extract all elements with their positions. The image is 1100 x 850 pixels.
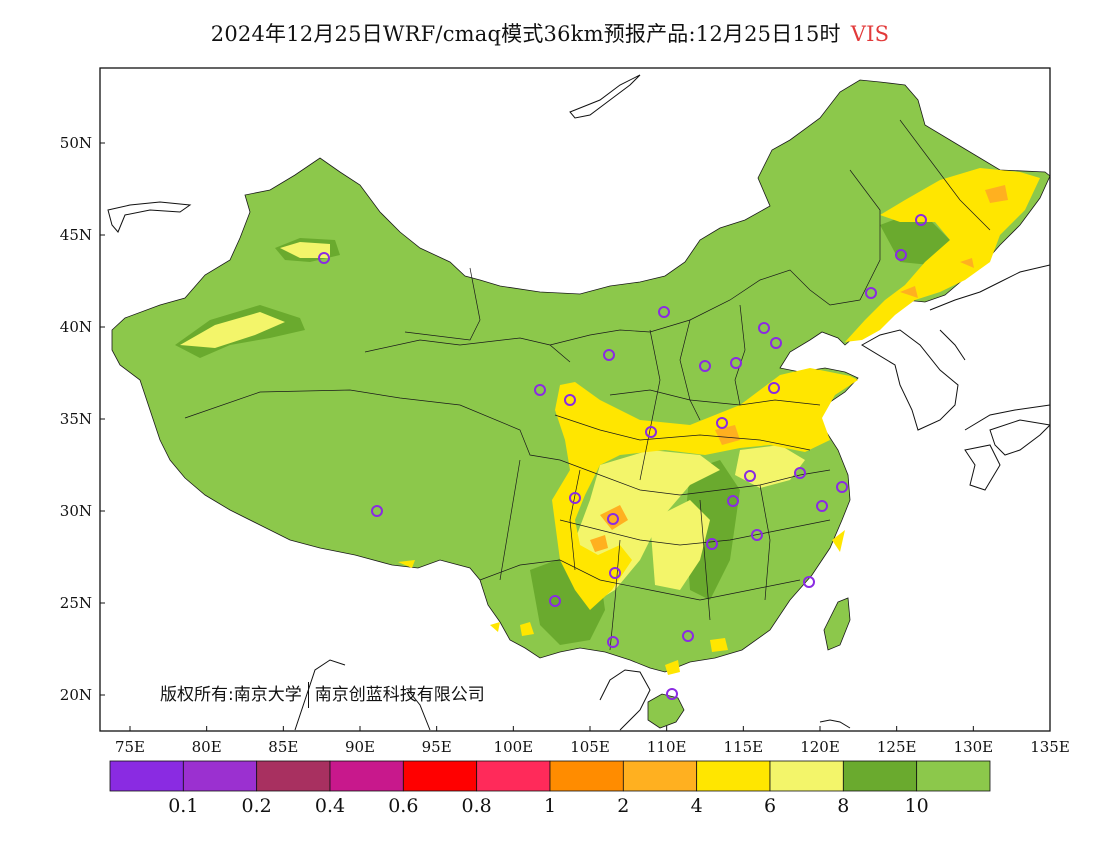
lon-tick-label: 105E bbox=[570, 738, 610, 756]
colorbar-swatch bbox=[769, 760, 844, 792]
yellow-zones bbox=[398, 168, 1040, 675]
station-marker bbox=[682, 630, 694, 642]
colorbar-label: 8 bbox=[837, 795, 849, 817]
colorbar-label: 0.1 bbox=[168, 795, 198, 817]
colorbar-swatch bbox=[916, 760, 991, 792]
lon-tick-label: 75E bbox=[115, 738, 145, 756]
station-marker bbox=[603, 349, 615, 361]
lat-tick-label: 20N bbox=[60, 686, 92, 704]
lon-tick-label: 135E bbox=[1030, 738, 1070, 756]
colorbar-label: 6 bbox=[764, 795, 776, 817]
station-marker bbox=[744, 470, 756, 482]
colorbar-swatch bbox=[842, 760, 918, 792]
colorbar-swatch bbox=[402, 760, 478, 792]
station-marker bbox=[534, 384, 546, 396]
lon-tick-label: 125E bbox=[877, 738, 917, 756]
lat-axis: 50N 45N 40N 35N 30N 25N 20N bbox=[60, 134, 105, 704]
map-frame bbox=[99, 67, 1051, 732]
station-marker bbox=[758, 322, 770, 334]
map-content bbox=[107, 74, 1050, 731]
lon-axis: 75E 80E 85E 90E 95E 100E 105E 110E 115E 120E 125E 1… bbox=[115, 726, 1070, 756]
copyright-notice: 版权所有:南京大学 南京创蓝科技有限公司 bbox=[160, 680, 485, 708]
lat-tick-label: 45N bbox=[60, 226, 92, 244]
station-marker bbox=[865, 287, 877, 299]
colorbar-label: 10 bbox=[905, 795, 929, 817]
station-marker bbox=[794, 467, 806, 479]
neighbor-coastlines bbox=[107, 74, 1050, 731]
colorbar-swatch bbox=[256, 760, 331, 792]
station-marker bbox=[318, 252, 330, 264]
title-main: 2024年12月25日WRF/cmaq模式36km预报产品:12月25日15时 bbox=[210, 22, 841, 46]
lon-tick-label: 130E bbox=[954, 738, 994, 756]
colorbar-label: 4 bbox=[691, 795, 703, 817]
station-marker bbox=[816, 500, 828, 512]
lon-tick-label: 120E bbox=[800, 738, 840, 756]
station-marker bbox=[768, 382, 780, 394]
station-marker bbox=[727, 495, 739, 507]
lon-tick-label: 85E bbox=[268, 738, 298, 756]
station-marker bbox=[371, 505, 383, 517]
colorbar-swatch bbox=[696, 760, 771, 792]
lon-tick-label: 115E bbox=[724, 738, 764, 756]
taiwan-island bbox=[823, 597, 851, 651]
station-marker bbox=[730, 357, 742, 369]
colorbar: 0.1 0.2 0.4 0.6 0.8 1 2 4 6 8 10 bbox=[109, 760, 991, 817]
station-marker bbox=[895, 249, 907, 261]
lon-tick-label: 90E bbox=[345, 738, 375, 756]
lat-tick-label: 35N bbox=[60, 410, 92, 428]
station-marker bbox=[645, 426, 657, 438]
copyright-prefix: 版权所有: bbox=[160, 685, 234, 705]
station-markers bbox=[318, 214, 927, 700]
station-marker bbox=[569, 492, 581, 504]
colorbar-swatch bbox=[329, 760, 404, 792]
colorbar-swatch bbox=[182, 760, 258, 792]
station-marker bbox=[607, 513, 619, 525]
station-marker bbox=[666, 688, 678, 700]
chart-title: 2024年12月25日WRF/cmaq模式36km预报产品:12月25日15时 V… bbox=[0, 18, 1100, 48]
station-marker bbox=[915, 214, 927, 226]
lat-tick-label: 40N bbox=[60, 318, 92, 336]
colorbar-label: 1 bbox=[544, 795, 556, 817]
colorbar-label: 0.4 bbox=[315, 795, 345, 817]
station-marker bbox=[770, 337, 782, 349]
station-marker bbox=[836, 481, 848, 493]
lat-tick-label: 30N bbox=[60, 502, 92, 520]
station-marker bbox=[609, 567, 621, 579]
colorbar-swatch bbox=[109, 760, 184, 792]
station-marker bbox=[751, 529, 763, 541]
title-variable: VIS bbox=[850, 22, 890, 46]
colorbar-label: 0.8 bbox=[462, 795, 492, 817]
province-boundaries bbox=[184, 119, 991, 651]
orange-zones bbox=[590, 185, 1008, 552]
colorbar-label: 2 bbox=[617, 795, 629, 817]
colorbar-swatch bbox=[549, 760, 624, 792]
station-marker bbox=[706, 538, 718, 550]
station-marker bbox=[803, 576, 815, 588]
station-marker bbox=[564, 394, 576, 406]
lon-tick-label: 110E bbox=[647, 738, 687, 756]
colorbar-swatch bbox=[476, 760, 551, 792]
station-marker bbox=[658, 306, 670, 318]
station-marker bbox=[699, 360, 711, 372]
lat-tick-label: 25N bbox=[60, 594, 92, 612]
colorbar-swatch bbox=[622, 760, 698, 792]
hainan-island bbox=[647, 693, 685, 729]
copyright-separator bbox=[307, 682, 309, 708]
colorbar-label: 0.6 bbox=[388, 795, 418, 817]
lon-tick-label: 80E bbox=[192, 738, 222, 756]
lat-tick-label: 50N bbox=[60, 134, 92, 152]
copyright-org1: 南京大学 bbox=[233, 685, 302, 705]
station-marker bbox=[716, 417, 728, 429]
lon-tick-label: 95E bbox=[422, 738, 452, 756]
lon-tick-label: 100E bbox=[494, 738, 534, 756]
station-marker bbox=[607, 636, 619, 648]
colorbar-label: 0.2 bbox=[242, 795, 272, 817]
station-marker bbox=[549, 595, 561, 607]
copyright-org2: 南京创蓝科技有限公司 bbox=[314, 685, 485, 705]
